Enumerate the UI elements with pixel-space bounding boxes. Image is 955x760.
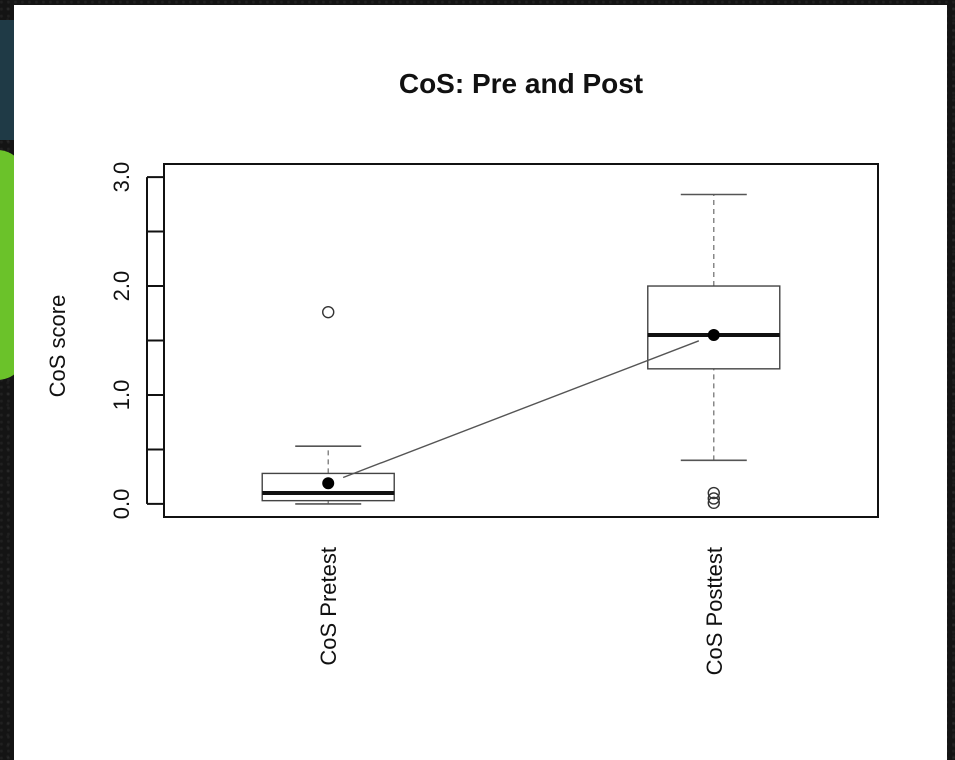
y-tick-label: 0.0 [109, 489, 134, 520]
x-tick-label: CoS Posttest [702, 547, 727, 675]
mean-point [707, 329, 720, 342]
outlier-point [707, 486, 720, 500]
mean-connector-line [342, 340, 700, 479]
outlier-point [322, 305, 335, 319]
mean-point [322, 477, 335, 490]
x-axis-labels: CoS Pretest CoS Posttest [316, 517, 727, 675]
box-series [261, 193, 781, 510]
y-tick-label: 1.0 [109, 380, 134, 411]
box-posttest [647, 193, 781, 510]
iqr-box [647, 285, 781, 370]
chart-title: CoS: Pre and Post [399, 68, 643, 99]
chart-slide: CoS: Pre and Post CoS score 0.0 1.0 2.0 3.0… [14, 5, 947, 760]
background-photo-edge [0, 20, 14, 140]
box-pretest [261, 305, 395, 505]
y-tick-label: 3.0 [109, 162, 134, 193]
y-axis-label: CoS score [45, 295, 70, 398]
y-axis: 0.0 1.0 2.0 3.0 [109, 162, 164, 519]
outlier-point [707, 496, 720, 510]
outlier-point [707, 492, 720, 505]
y-tick-label: 2.0 [109, 271, 134, 302]
boxplot-chart: CoS: Pre and Post CoS score 0.0 1.0 2.0 3.0… [45, 68, 879, 675]
x-tick-label: CoS Pretest [316, 547, 341, 666]
